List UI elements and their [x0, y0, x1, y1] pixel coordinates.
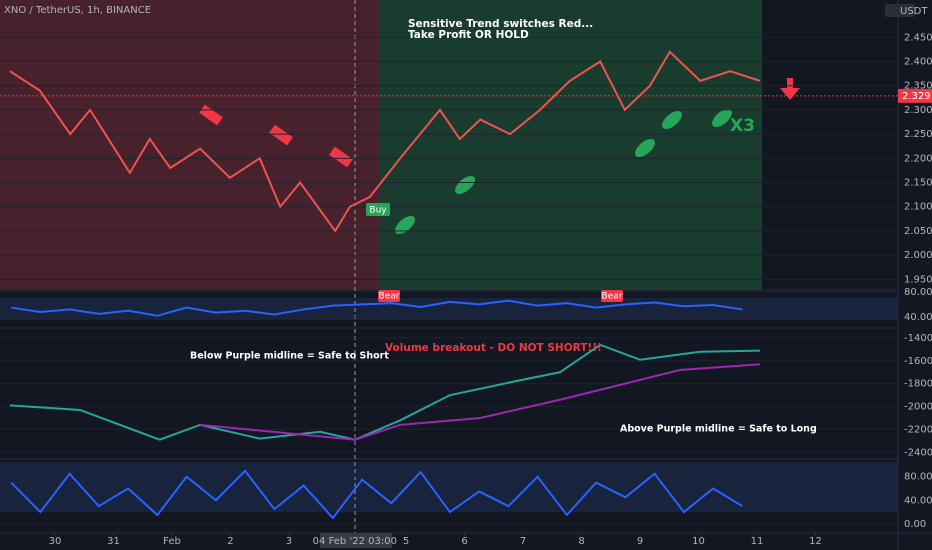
- y-tick-label: 2.000: [904, 250, 932, 261]
- x-tick-label: 04 Feb '22 03:00: [313, 536, 397, 547]
- y-tick-label: 2.300: [904, 105, 932, 116]
- y-tick-label: 2.050: [904, 226, 932, 237]
- hammer-icon: [269, 124, 293, 146]
- y-tick-label: -2000000.000: [904, 402, 932, 413]
- bull-zone: [380, 0, 762, 290]
- y-tick-label: 2.450: [904, 32, 932, 43]
- y-tick-label: -1600000.000: [904, 356, 932, 367]
- y-tick-label: -1800000.000: [904, 379, 932, 390]
- annotation: Volume breakout - DO NOT SHORT!!!: [385, 342, 602, 354]
- x-tick-label: 2: [227, 536, 233, 547]
- crosshair-date-box: [320, 533, 392, 548]
- y-tick-label: 2.100: [904, 202, 932, 213]
- y-tick-label: 2.400: [904, 56, 932, 67]
- y-tick-label: 0.00: [904, 519, 926, 530]
- series-line: [10, 469, 743, 520]
- y-tick-label: 80.00: [904, 472, 932, 483]
- series-line: [9, 343, 760, 441]
- hammer-icon: [329, 146, 353, 168]
- y-tick-label: 1.950: [904, 274, 932, 285]
- bear-zone: [0, 0, 380, 290]
- currency-label: USDT: [900, 6, 928, 17]
- rocket-icon: [712, 109, 732, 127]
- signal-box: [601, 290, 623, 302]
- signal-label: Bear: [379, 292, 400, 302]
- y-tick-label: 2.200: [904, 153, 932, 164]
- x-tick-label: Feb: [163, 536, 181, 547]
- x-tick-label: 8: [578, 536, 584, 547]
- signal-label: Buy: [369, 206, 387, 216]
- x-tick-label: 12: [809, 536, 822, 547]
- rocket-icon: [635, 139, 655, 157]
- signal-label: Bear: [602, 292, 623, 302]
- x-tick-label: 31: [107, 536, 120, 547]
- rocket-icon: [395, 216, 415, 234]
- x-tick-label: 6: [461, 536, 467, 547]
- x-tick-label: 7: [520, 536, 526, 547]
- last-price-box: [898, 88, 932, 103]
- annotation: X3: [730, 116, 755, 136]
- stoch-band: [0, 462, 898, 512]
- x-tick-label: 9: [637, 536, 643, 547]
- last-price-label: 2.329: [902, 91, 931, 102]
- y-tick-label: 2.250: [904, 129, 932, 140]
- rocket-icon: [455, 176, 475, 194]
- y-tick-label: 2.150: [904, 178, 932, 189]
- signal-box: [378, 290, 400, 302]
- annotation: Below Purple midline = Safe to Short: [190, 351, 389, 362]
- x-tick-label: 11: [751, 536, 764, 547]
- currency-box: [885, 4, 915, 17]
- annotation: Above Purple midline = Safe to Long: [620, 424, 817, 435]
- icons: [199, 4, 915, 548]
- signal-box: [366, 203, 390, 216]
- rsi-band: [0, 298, 898, 320]
- x-tick-label: 30: [49, 536, 62, 547]
- annotation: Take Profit OR HOLD: [408, 29, 529, 41]
- annotation: Sensitive Trend switches Red...: [408, 18, 593, 30]
- series-line: [199, 363, 761, 441]
- series-line: [10, 299, 743, 317]
- rocket-icon: [662, 111, 682, 129]
- y-tick-label: 80.00: [904, 287, 932, 298]
- x-tick-label: 10: [692, 536, 705, 547]
- series-line: [9, 50, 761, 233]
- x-tick-label: 3: [286, 536, 292, 547]
- y-tick-label: -1400000.000: [904, 333, 932, 344]
- y-tick-label: 2.350: [904, 81, 932, 92]
- down-arrow-icon: [780, 78, 800, 100]
- symbol-title: XNO / TetherUS, 1h, BINANCE: [4, 5, 151, 16]
- y-tick-label: 40.00: [904, 312, 932, 323]
- y-tick-label: 40.00: [904, 495, 932, 506]
- x-tick-label: 5: [403, 536, 409, 547]
- y-tick-label: -2200000.000: [904, 424, 932, 435]
- y-tick-label: -2400000.000: [904, 447, 932, 458]
